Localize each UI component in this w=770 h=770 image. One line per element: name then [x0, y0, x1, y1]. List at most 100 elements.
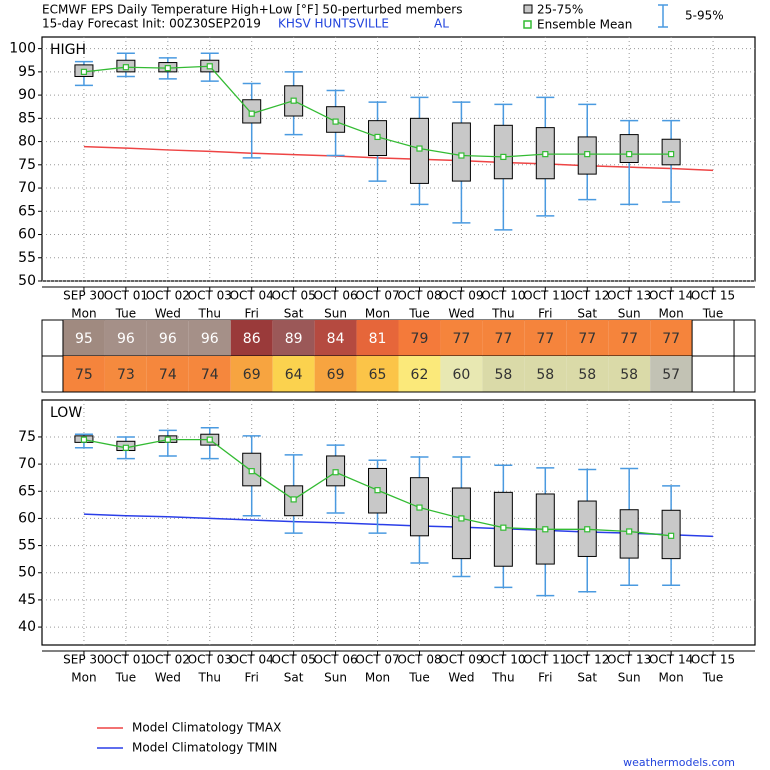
table-value: 96 — [159, 331, 177, 347]
mean-marker — [416, 504, 423, 511]
mean-marker — [458, 152, 465, 159]
x-tick-label: OCT 11 — [523, 289, 567, 303]
table-value: 77 — [578, 331, 596, 347]
x-day-label: Thu — [491, 671, 515, 685]
x-tick-label: OCT 10 — [481, 289, 525, 303]
x-tick-label: OCT 07 — [355, 289, 399, 303]
table-value: 58 — [620, 367, 638, 383]
mean-marker — [374, 487, 381, 494]
table-value: 86 — [243, 331, 261, 347]
title: ECMWF EPS Daily Temperature High+Low [°F… — [42, 3, 462, 17]
y-tick-label: 50 — [18, 273, 36, 289]
mean-marker — [80, 436, 88, 443]
table-value: 65 — [369, 367, 387, 383]
x-day-label: Sat — [284, 671, 304, 685]
y-tick-label: 50 — [18, 565, 36, 581]
table-value: 62 — [411, 367, 429, 383]
x-tick-label: SEP 30 — [63, 653, 105, 667]
x-tick-label: OCT 05 — [272, 653, 316, 667]
x-tick-label: OCT 03 — [188, 289, 232, 303]
credit: weathermodels.com — [623, 756, 735, 769]
x-tick-label: OCT 05 — [272, 289, 316, 303]
mean-marker — [290, 496, 297, 503]
y-tick-label: 65 — [18, 483, 36, 499]
table-value: 69 — [327, 367, 345, 383]
x-tick-label: OCT 02 — [146, 653, 190, 667]
box — [493, 124, 513, 180]
station: KHSV HUNTSVILLE — [278, 17, 389, 31]
x-day-label: Mon — [71, 671, 96, 685]
mean-marker — [584, 151, 591, 158]
x-day-label: Tue — [702, 671, 724, 685]
table-value: 75 — [75, 367, 93, 383]
mean-marker — [668, 151, 675, 158]
mean-marker — [626, 151, 633, 158]
y-tick-label: 75 — [18, 157, 36, 173]
table-value: 96 — [201, 331, 219, 347]
table-value: 77 — [620, 331, 638, 347]
y-tick-label: 65 — [18, 203, 36, 219]
table-value: 84 — [327, 331, 345, 347]
x-tick-label: OCT 04 — [230, 653, 274, 667]
table-cell — [62, 320, 105, 356]
x-tick-label: OCT 06 — [313, 653, 357, 667]
table-value: 57 — [662, 367, 680, 383]
x-day-label: Tue — [408, 671, 430, 685]
table-value: 81 — [369, 331, 387, 347]
x-tick-label: OCT 14 — [649, 653, 693, 667]
x-tick-label: SEP 30 — [63, 289, 105, 303]
x-tick-label: OCT 03 — [188, 653, 232, 667]
table-value: 96 — [117, 331, 135, 347]
y-tick-label: 80 — [18, 134, 36, 150]
climatology-line — [83, 513, 714, 538]
y-tick-label: 75 — [18, 429, 36, 445]
mean-marker — [206, 436, 213, 443]
x-day-label: Wed — [448, 307, 474, 321]
x-tick-label: OCT 02 — [146, 289, 190, 303]
table-cell — [398, 320, 441, 356]
table-value: 73 — [117, 367, 135, 383]
x-day-label: Tue — [702, 307, 724, 321]
mean-marker — [206, 63, 213, 70]
mean-marker — [542, 526, 549, 533]
mean-marker — [374, 133, 381, 141]
table-value: 77 — [536, 331, 554, 347]
x-tick-label: OCT 13 — [607, 289, 651, 303]
x-tick-label: OCT 15 — [691, 289, 735, 303]
x-day-label: Sun — [618, 671, 641, 685]
x-day-label: Fri — [538, 307, 552, 321]
mean-marker — [500, 524, 507, 531]
x-tick-label: OCT 09 — [439, 289, 483, 303]
table-value: 60 — [452, 367, 470, 383]
x-day-label: Mon — [365, 307, 390, 321]
legend-box — [523, 4, 533, 14]
table-cell — [440, 320, 483, 356]
x-day-label: Mon — [658, 307, 683, 321]
table-cell — [272, 320, 315, 356]
x-day-label: Sat — [284, 307, 304, 321]
x-day-label: Wed — [155, 671, 181, 685]
table-cell — [104, 320, 147, 356]
table-cell — [608, 320, 651, 356]
mean-marker — [332, 118, 339, 125]
mean-marker — [626, 528, 633, 535]
mean-marker — [584, 526, 591, 533]
state: AL — [434, 17, 449, 31]
y-tick-label: 100 — [9, 41, 36, 57]
y-tick-label: 40 — [18, 619, 36, 635]
y-tick-label: 90 — [18, 87, 36, 103]
x-tick-label: OCT 08 — [397, 289, 441, 303]
mean-marker — [248, 468, 255, 475]
table-cell — [146, 356, 189, 392]
y-tick-label: 45 — [18, 592, 36, 608]
x-tick-label: OCT 10 — [481, 653, 525, 667]
y-tick-label: 70 — [18, 180, 36, 196]
x-day-label: Sat — [577, 307, 597, 321]
x-tick-label: OCT 12 — [565, 653, 609, 667]
x-tick-label: OCT 14 — [649, 289, 693, 303]
mean-marker — [500, 153, 507, 161]
chart-label: HIGH — [50, 42, 86, 58]
table-value: 74 — [159, 367, 177, 383]
table-value: 64 — [285, 367, 303, 383]
